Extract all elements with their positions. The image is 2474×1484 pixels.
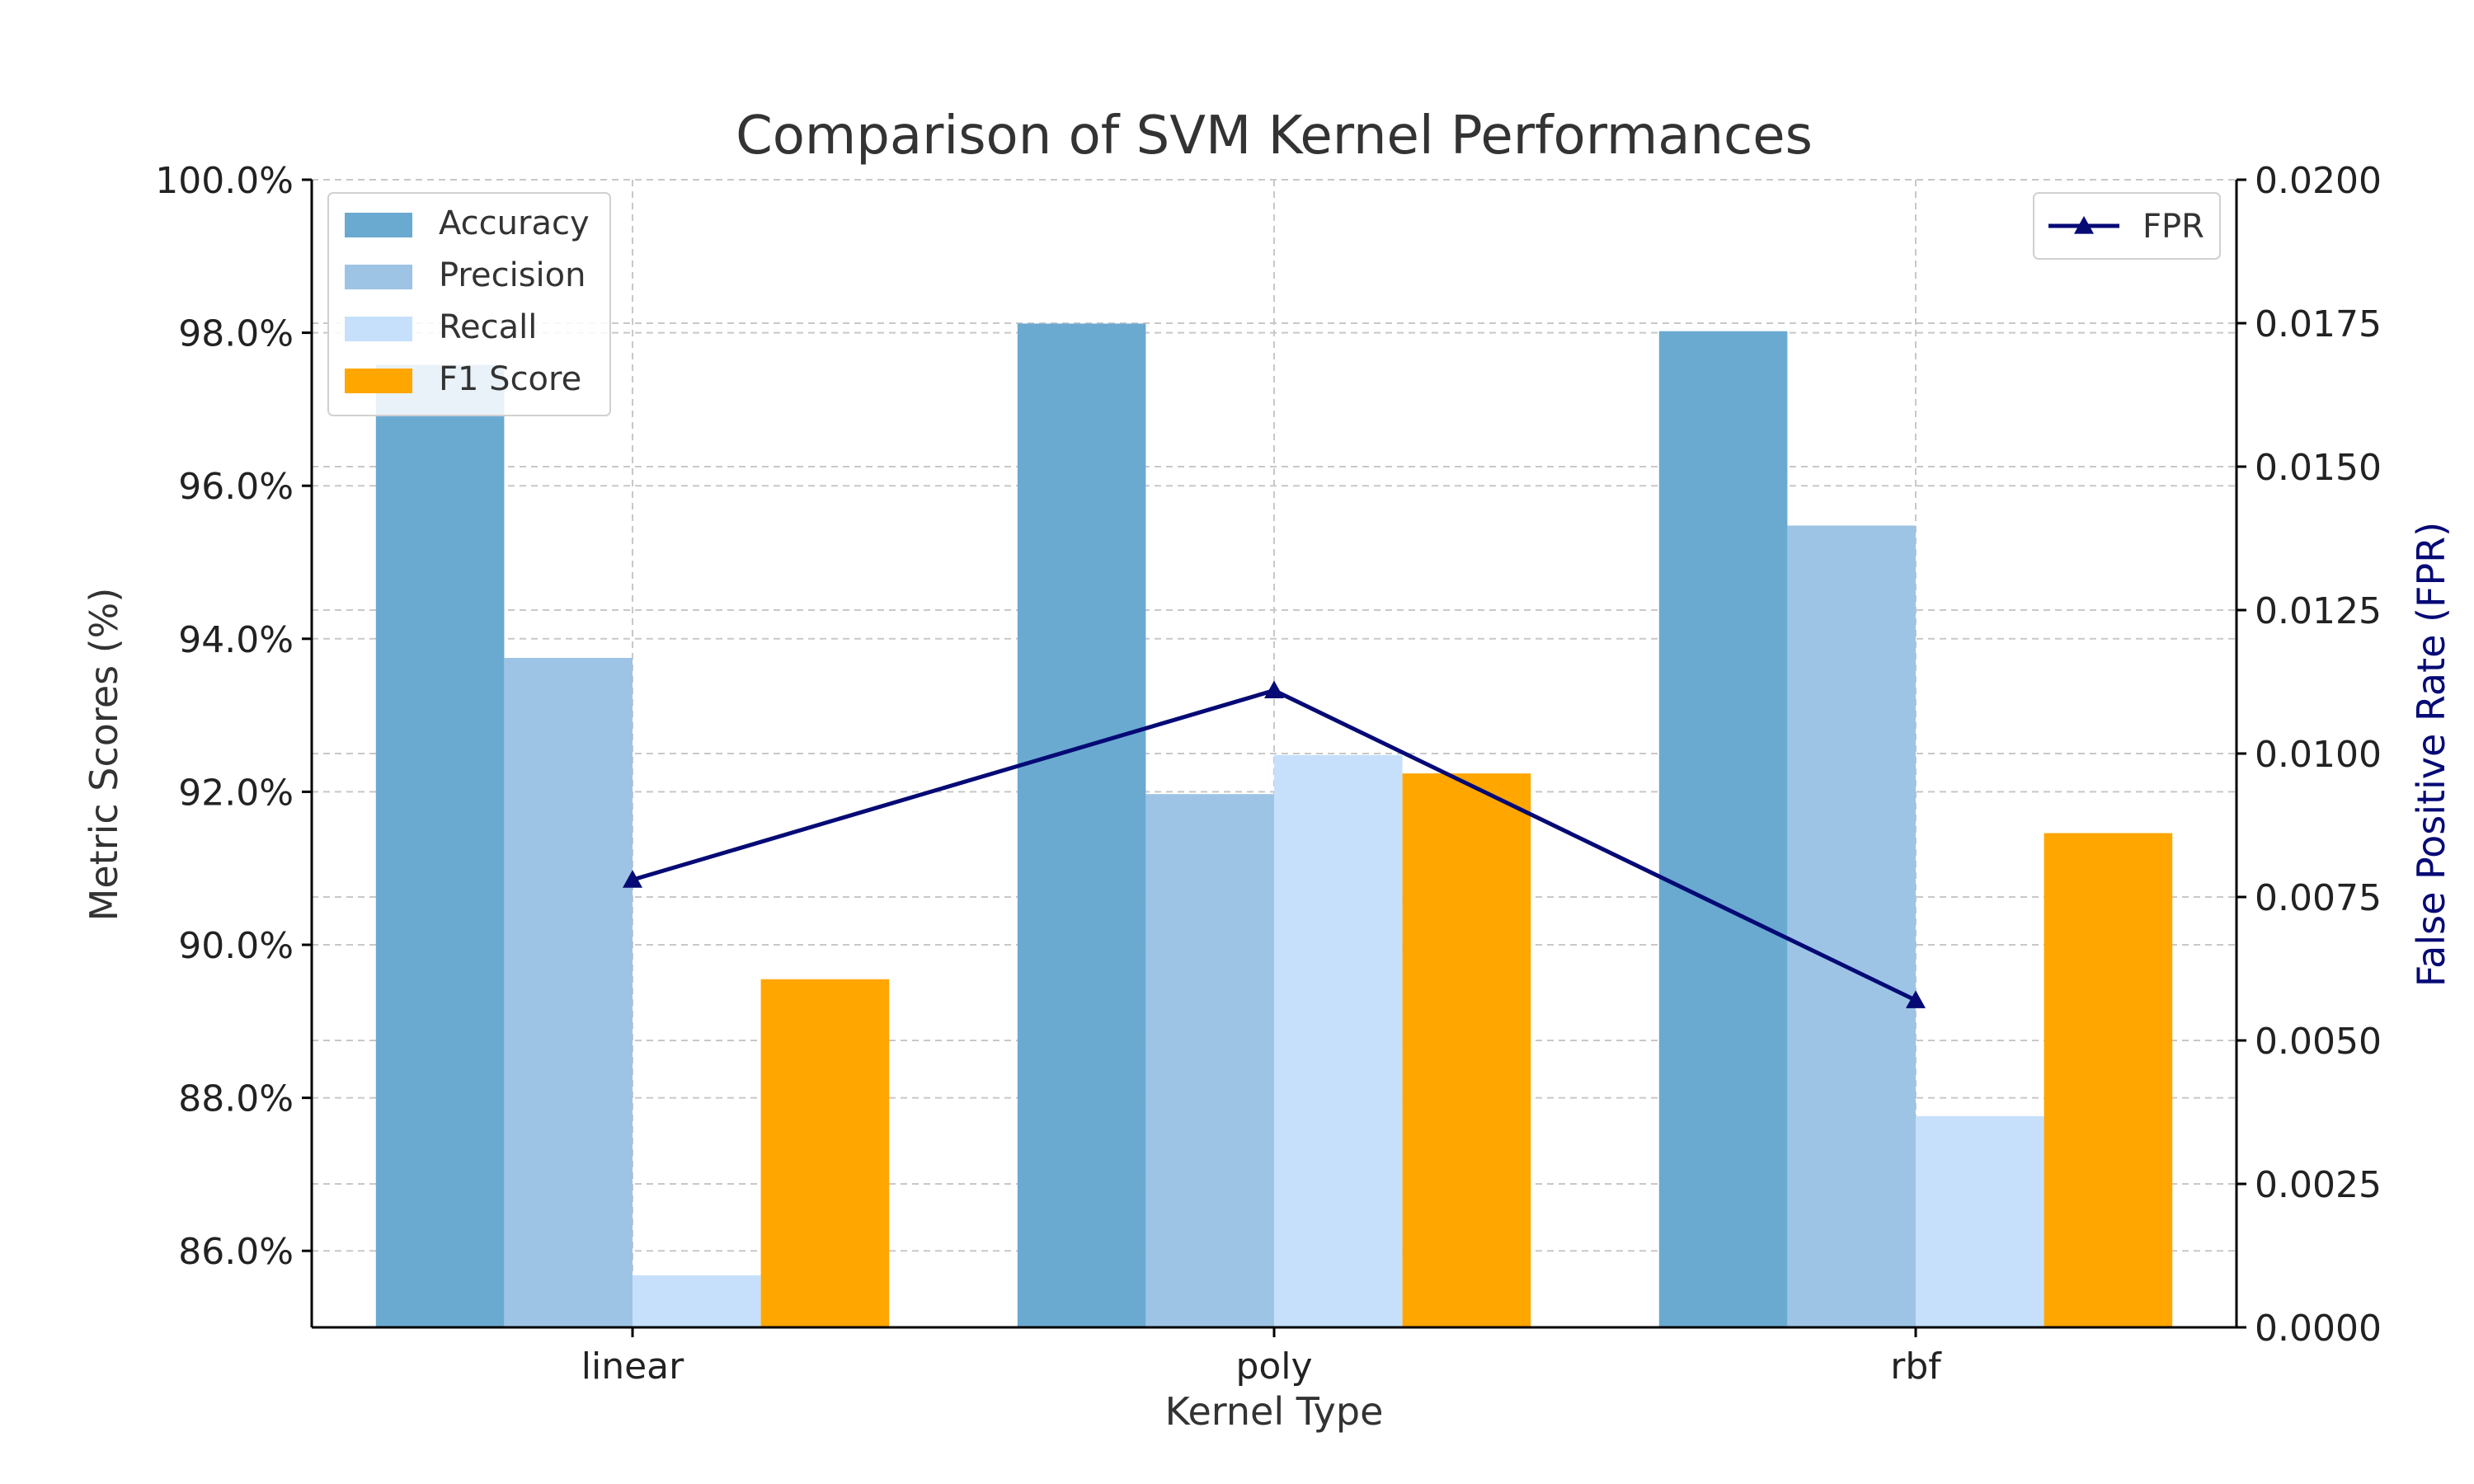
- legend-label-f1-score: F1 Score: [439, 360, 581, 398]
- y-tick-label-7: 100.0%: [155, 160, 294, 202]
- bars: [375, 323, 2173, 1328]
- legend-label-accuracy: Accuracy: [439, 204, 590, 242]
- y2-tick-label-4: 0.0100: [2255, 734, 2382, 776]
- legends: Accuracy Precision Recall F1 Score FPR: [327, 192, 2221, 416]
- legend-label-fpr: FPR: [2142, 208, 2204, 246]
- y-tick-label-6: 98.0%: [178, 313, 294, 355]
- x-axis-label: Kernel Type: [1165, 1389, 1384, 1434]
- y-tick-label-5: 96.0%: [178, 466, 294, 508]
- bar-legend-frame: [327, 192, 611, 416]
- bar-recall-poly: [1274, 754, 1403, 1327]
- bar-accuracy-linear: [375, 364, 505, 1328]
- y-tick-label-2: 90.0%: [178, 925, 294, 967]
- legend-label-precision: Precision: [439, 256, 586, 294]
- y-axis-label: Metric Scores (%): [82, 588, 126, 922]
- fpr-marker-linear: [623, 870, 642, 888]
- y2-tick-label-6: 0.0150: [2255, 447, 2382, 489]
- bar-accuracy-rbf: [1658, 331, 1788, 1327]
- fpr-marker-rbf: [1906, 990, 1926, 1008]
- y-tick-label-4: 94.0%: [178, 619, 294, 661]
- bar-precision-rbf: [1787, 525, 1916, 1327]
- y-tick-label-3: 92.0%: [178, 772, 294, 814]
- bar-f1-score-rbf: [2044, 833, 2173, 1327]
- bar-precision-linear: [504, 658, 633, 1327]
- bar-f1-score-poly: [1402, 773, 1531, 1327]
- fpr-marker-poly: [1264, 680, 1284, 699]
- x-tick-label-poly: poly: [1235, 1345, 1312, 1388]
- legend-swatch-accuracy: [345, 213, 412, 237]
- y2-tick-label-7: 0.0175: [2255, 303, 2382, 345]
- legend-swatch-f1-score: [345, 369, 412, 393]
- bar-f1-score-linear: [760, 979, 890, 1327]
- y2-tick-label-0: 0.0000: [2255, 1308, 2382, 1350]
- bar-legend: Accuracy Precision Recall F1 Score: [327, 192, 611, 416]
- y2-tick-label-8: 0.0200: [2255, 160, 2382, 202]
- legend-swatch-precision: [345, 265, 412, 289]
- bar-precision-poly: [1145, 794, 1274, 1327]
- legend-swatch-recall: [345, 317, 412, 341]
- legend-label-recall: Recall: [439, 308, 537, 346]
- y2-tick-label-1: 0.0025: [2255, 1164, 2382, 1206]
- y2-tick-label-3: 0.0075: [2255, 877, 2382, 919]
- x-tick-label-rbf: rbf: [1890, 1345, 1942, 1388]
- y-tick-label-0: 86.0%: [178, 1231, 294, 1273]
- y2-tick-label-2: 0.0050: [2255, 1021, 2382, 1063]
- bar-recall-linear: [633, 1275, 761, 1327]
- axes: 86.0% 88.0% 90.0% 92.0% 94.0% 96.0% 98.0% 100.0…: [155, 160, 2382, 1388]
- y2-axis-label: False Positive Rate (FPR): [2409, 522, 2453, 987]
- x-tick-label-linear: linear: [581, 1345, 684, 1388]
- line-legend: FPR: [2033, 192, 2221, 260]
- chart-title: Comparison of SVM Kernel Performances: [736, 106, 1813, 167]
- y-tick-label-1: 88.0%: [178, 1078, 294, 1120]
- bar-accuracy-poly: [1017, 323, 1146, 1327]
- bar-recall-rbf: [1916, 1115, 2044, 1327]
- line-legend-frame: [2033, 192, 2221, 260]
- legend-swatch-fpr-marker: [2074, 216, 2094, 234]
- fpr-line: [623, 680, 1926, 1008]
- y2-tick-label-5: 0.0125: [2255, 590, 2382, 632]
